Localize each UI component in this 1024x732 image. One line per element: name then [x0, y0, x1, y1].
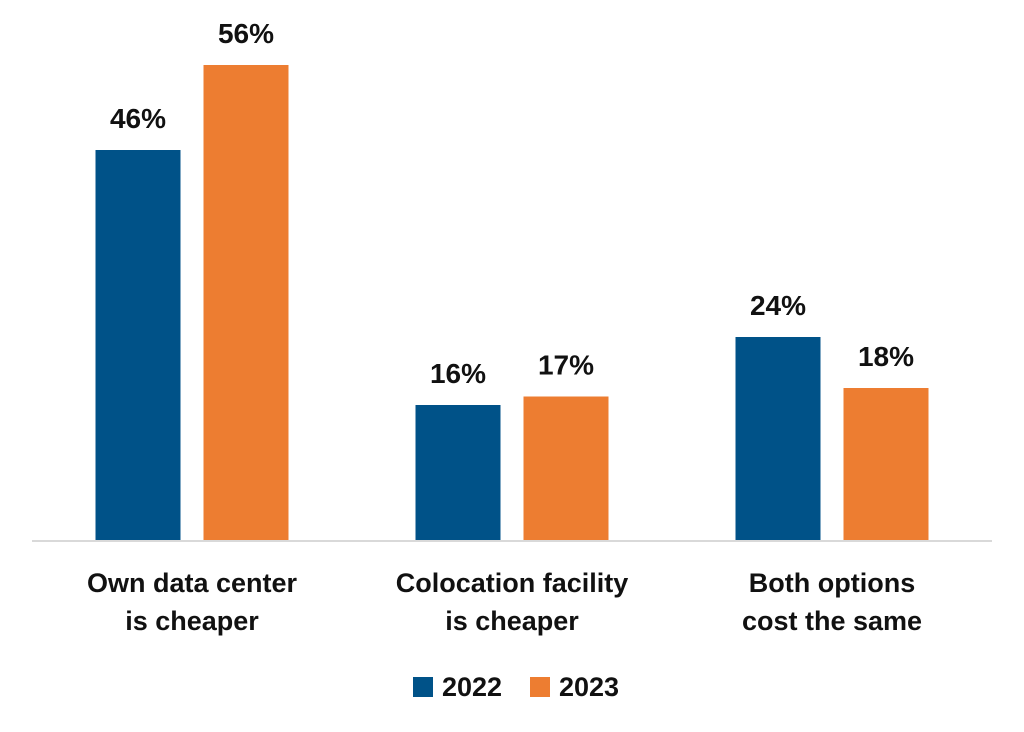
data-label: 56%	[218, 18, 274, 49]
legend-label-2022: 2022	[442, 672, 502, 702]
legend: 2022 2023	[413, 672, 619, 702]
data-label: 24%	[750, 290, 806, 321]
bar-2023-1	[523, 396, 609, 541]
bar-2022-1	[415, 405, 501, 541]
legend-swatch-2023	[530, 677, 550, 697]
data-label: 17%	[538, 350, 594, 381]
category-label: Own data center	[87, 568, 298, 598]
data-labels-layer: 46% 56% 16% 17% 24% 18%	[110, 18, 914, 389]
bar-2023-0	[203, 65, 289, 541]
category-label: is cheaper	[125, 606, 259, 636]
bar-2022-0	[95, 150, 181, 541]
data-label: 16%	[430, 358, 486, 389]
bar-2023-2	[843, 388, 929, 541]
category-labels-layer: Own data center is cheaper Colocation faci…	[87, 568, 922, 636]
bars-layer	[95, 65, 929, 541]
legend-swatch-2022	[413, 677, 433, 697]
data-label: 18%	[858, 341, 914, 372]
category-label: Both options	[749, 568, 915, 598]
category-label: cost the same	[742, 606, 922, 636]
category-label: Colocation facility	[396, 568, 629, 598]
legend-label-2023: 2023	[559, 672, 619, 702]
bar-2022-2	[735, 337, 821, 541]
data-label: 46%	[110, 103, 166, 134]
category-label: is cheaper	[445, 606, 579, 636]
